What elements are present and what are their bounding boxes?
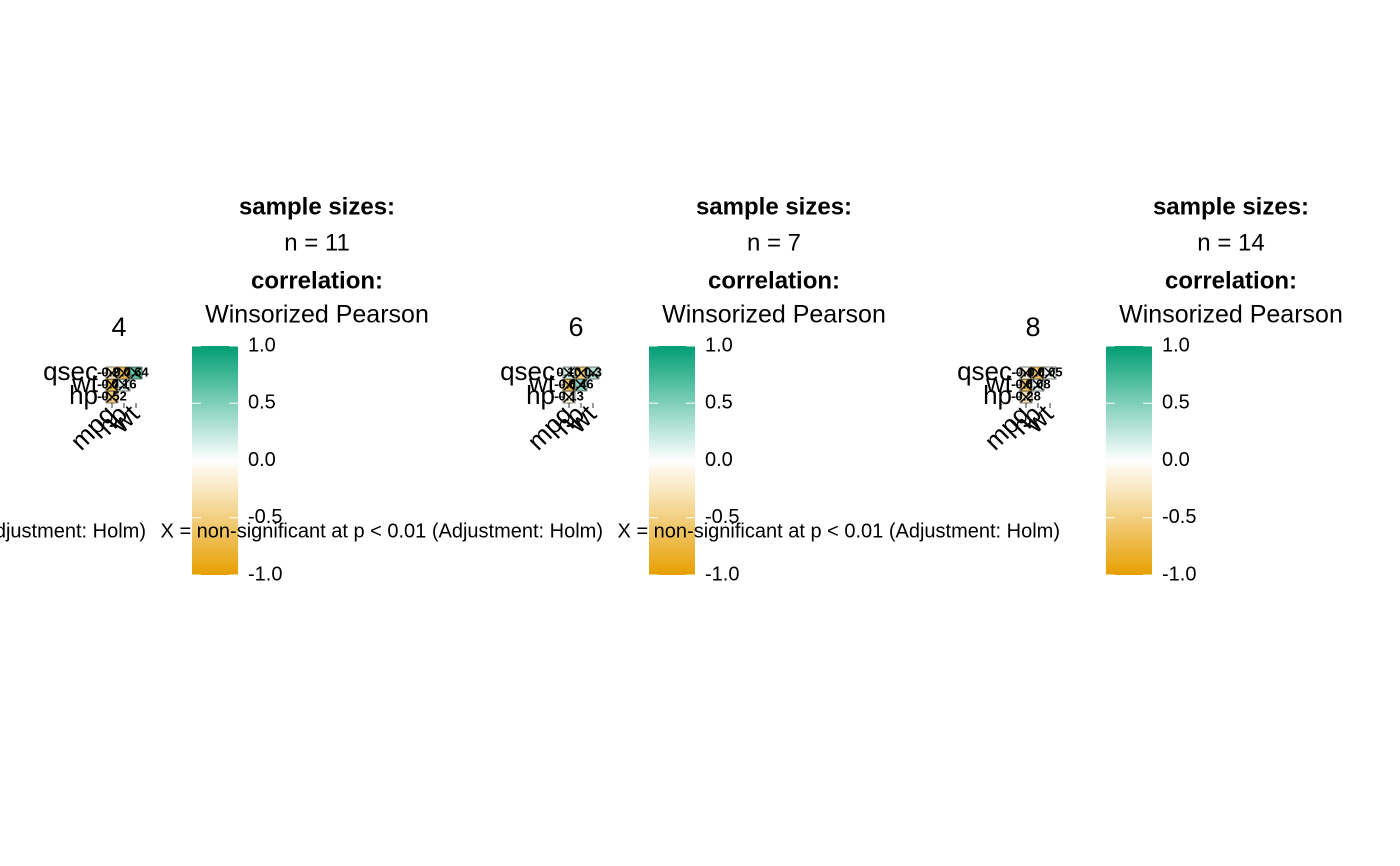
cell-label: 0.46: [568, 376, 593, 391]
non-significant-cross: [1044, 367, 1056, 379]
correlation-method: Winsorized Pearson: [205, 301, 429, 329]
non-significant-cross: [575, 379, 587, 391]
y-tick-label: hp: [69, 380, 98, 410]
y-tick-label: hp: [983, 380, 1012, 410]
cell-label: 0.08: [1025, 376, 1050, 391]
non-significant-cross: [563, 391, 575, 403]
non-significant-cross: [106, 379, 118, 391]
non-significant-cross: [1020, 367, 1032, 379]
y-tick-label: wt: [528, 368, 556, 398]
legend-heading: correlation:: [251, 267, 383, 294]
cell-label: 0.16: [111, 376, 136, 391]
colorbar-tick-label: -1.0: [1162, 563, 1196, 585]
y-tick-label: qsec: [500, 356, 555, 386]
non-significant-cross: [1020, 391, 1032, 403]
non-significant-cross: [118, 379, 130, 391]
colorbar-tick-label: -0.5: [1162, 506, 1196, 528]
cell-label: 0.05: [1037, 364, 1062, 379]
non-significant-cross: [563, 367, 575, 379]
colorbar-tick-label: -0.5: [248, 506, 282, 528]
legend-heading: correlation:: [708, 267, 840, 294]
sample-size: n = 11: [284, 229, 350, 256]
correlation-method: Winsorized Pearson: [1119, 301, 1343, 329]
panel-title: 4: [111, 312, 126, 342]
non-significant-cross: [575, 367, 587, 379]
non-significant-cross: [1032, 379, 1044, 391]
panel: 6hpwtqsecmpghpwt-0.13-0.680.460.18-0.50.…: [161, 193, 886, 585]
colorbar-tick-label: 0.0: [1162, 449, 1190, 471]
colorbar-tick-label: 0.0: [248, 449, 276, 471]
correlation-method: Winsorized Pearson: [662, 301, 886, 329]
colorbar-tick-label: 0.5: [705, 392, 733, 414]
non-significant-cross: [118, 367, 130, 379]
colorbar-tick-label: -1.0: [705, 563, 739, 585]
colorbar-tick-label: 1.0: [248, 334, 276, 356]
panel-title: 8: [1025, 312, 1040, 342]
caption: X = non-significant at p < 0.01 (Adjustm…: [0, 520, 146, 542]
cell-label: 0.3: [584, 364, 602, 379]
cell-label: -0.5: [570, 364, 592, 379]
non-significant-cross: [106, 391, 118, 403]
legend-heading: sample sizes:: [696, 193, 852, 220]
y-tick-label: hp: [526, 380, 555, 410]
cell-label: -0.28: [1011, 388, 1041, 403]
non-significant-cross: [563, 379, 575, 391]
legend-heading: sample sizes:: [1153, 193, 1309, 220]
legend-heading: correlation:: [1165, 267, 1297, 294]
colorbar-tick-label: 0.5: [248, 392, 276, 414]
y-tick-label: wt: [71, 368, 99, 398]
y-tick-label: qsec: [43, 356, 98, 386]
sample-size: n = 7: [747, 229, 801, 256]
sample-size: n = 14: [1197, 229, 1264, 256]
non-significant-cross: [587, 367, 599, 379]
cell-label: -0.52: [97, 388, 127, 403]
caption: X = non-significant at p < 0.01 (Adjustm…: [618, 520, 1060, 542]
caption: X = non-significant at p < 0.01 (Adjustm…: [161, 520, 603, 542]
non-significant-cross: [1020, 379, 1032, 391]
y-tick-label: qsec: [957, 356, 1012, 386]
legend-heading: sample sizes:: [239, 193, 395, 220]
colorbar-tick-label: 0.5: [1162, 392, 1190, 414]
cell-label: -0.13: [554, 388, 584, 403]
panel-title: 6: [568, 312, 583, 342]
non-significant-cross: [130, 367, 142, 379]
non-significant-cross: [106, 367, 118, 379]
colorbar-tick-label: -0.5: [705, 506, 739, 528]
colorbar-tick-label: 1.0: [705, 334, 733, 356]
colorbar-tick-label: 1.0: [1162, 334, 1190, 356]
colorbar-tick-label: 0.0: [705, 449, 733, 471]
non-significant-cross: [1032, 367, 1044, 379]
panel: 8hpwtqsecmpghpwt-0.28-0.650.08-0.11-0.65…: [618, 193, 1343, 585]
colorbar-tick-label: -1.0: [248, 563, 282, 585]
y-tick-label: wt: [985, 368, 1013, 398]
